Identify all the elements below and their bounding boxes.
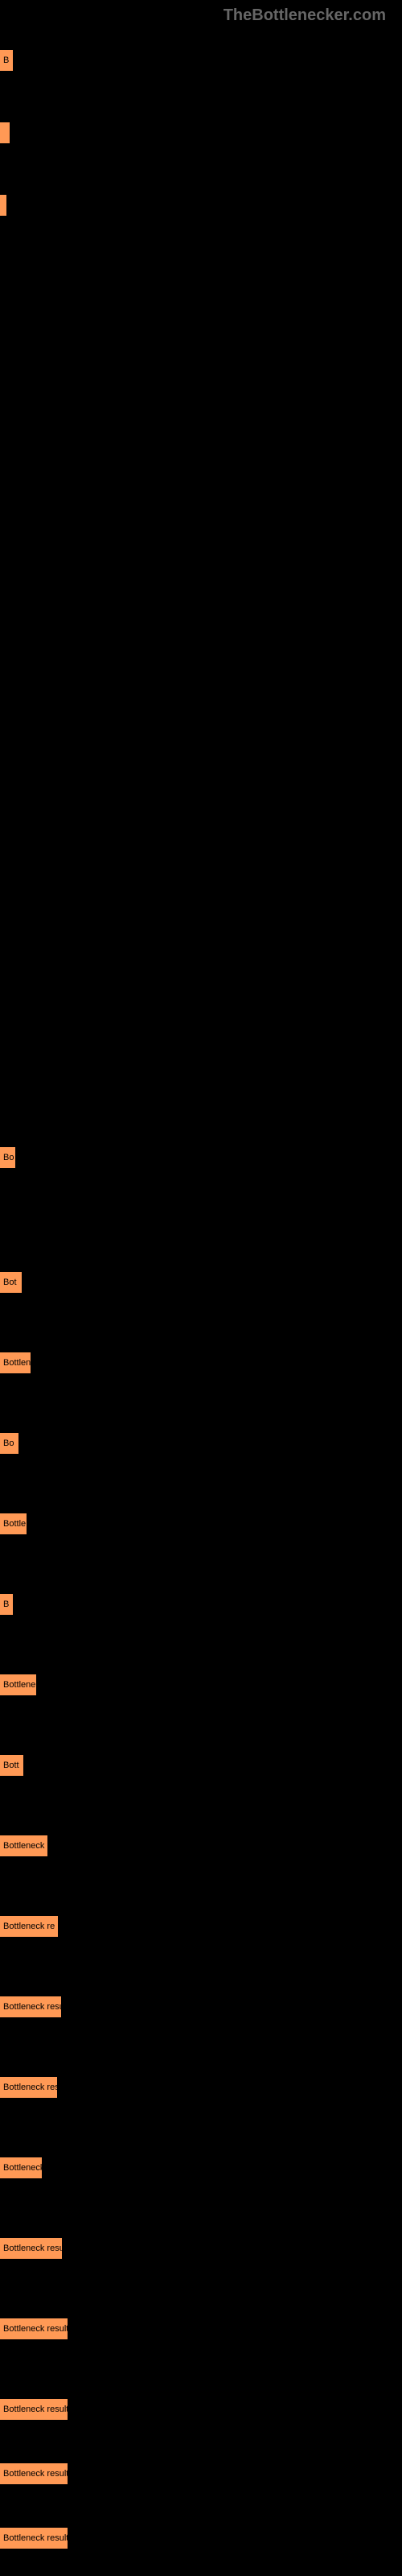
bar-row: Bottleneck <box>0 2157 42 2178</box>
bar-row: Bo <box>0 1433 18 1454</box>
chart-bar: Bottleneck re <box>0 1916 58 1937</box>
chart-bar: B <box>0 1594 13 1615</box>
bar-row: B <box>0 50 13 71</box>
bar-row: Bottleneck resu <box>0 1996 61 2017</box>
chart-bar: Bottleneck <box>0 2157 42 2178</box>
watermark-text: TheBottlenecker.com <box>224 6 386 25</box>
chart-bar: Bottleneck resu <box>0 1996 61 2017</box>
chart-container: TheBottlenecker.com B Bo Bot Bottlen Bo Bottl… <box>0 0 402 2576</box>
bar-row: Bo <box>0 1147 15 1168</box>
chart-bar: Bottleneck result <box>0 2318 68 2339</box>
chart-bar <box>0 122 10 143</box>
bar-row: Bottleneck result <box>0 2399 68 2420</box>
chart-bar: Bottleneck r <box>0 1835 47 1856</box>
bar-row: Bottleneck result <box>0 2463 68 2484</box>
bar-row: Bott <box>0 1755 23 1776</box>
chart-bar: Bottle <box>0 1513 27 1534</box>
chart-bar: Bottleneck result <box>0 2528 68 2549</box>
chart-bar: Bottleneck res <box>0 2077 57 2098</box>
bar-row: Bottleneck r <box>0 1835 47 1856</box>
bar-row: Bottlen <box>0 1352 31 1373</box>
chart-bar: Bo <box>0 1147 15 1168</box>
chart-bar: Bottleneck result <box>0 2399 68 2420</box>
bar-row: Bottle <box>0 1513 27 1534</box>
bar-row <box>0 195 6 216</box>
chart-bar: B <box>0 50 13 71</box>
chart-bar: Bott <box>0 1755 23 1776</box>
bar-row: Bottleneck re <box>0 1916 58 1937</box>
chart-bar: Bo <box>0 1433 18 1454</box>
bar-row <box>0 122 10 143</box>
chart-bar: Bottleneck resu <box>0 2238 62 2259</box>
bar-row: Bottleneck resu <box>0 2238 62 2259</box>
bar-row: Bottleneck res <box>0 2077 57 2098</box>
bar-row: Bottlene <box>0 1674 36 1695</box>
chart-bar: Bottlene <box>0 1674 36 1695</box>
bar-row: Bottleneck result <box>0 2318 68 2339</box>
bar-row: B <box>0 1594 13 1615</box>
chart-bar: Bottlen <box>0 1352 31 1373</box>
bar-row: Bottleneck result <box>0 2528 68 2549</box>
bar-row: Bot <box>0 1272 22 1293</box>
chart-bar: Bottleneck result <box>0 2463 68 2484</box>
chart-bar: Bot <box>0 1272 22 1293</box>
chart-bar <box>0 195 6 216</box>
